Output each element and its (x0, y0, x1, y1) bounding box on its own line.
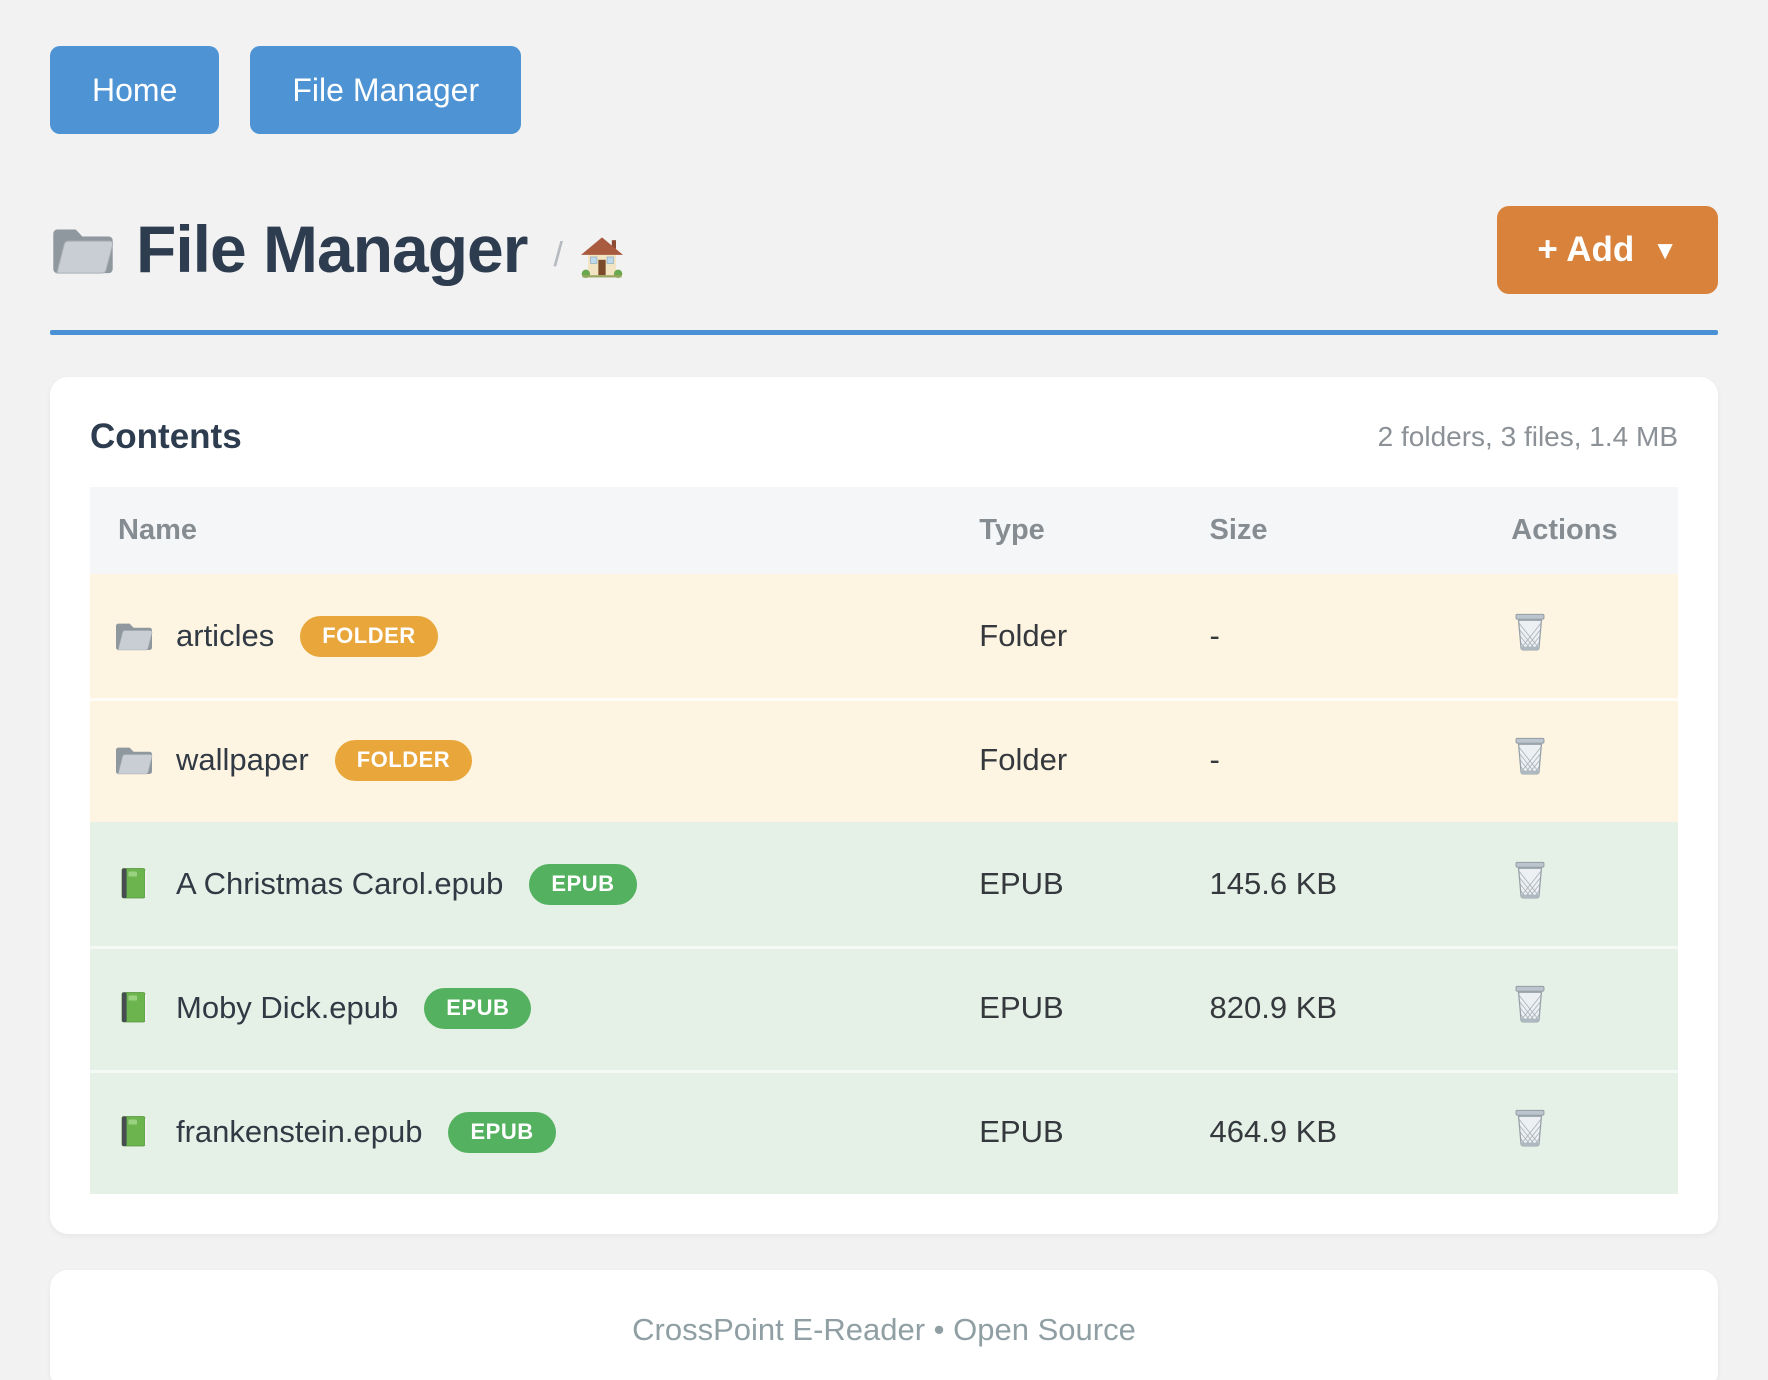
page: Home File Manager File Manager / + Add ▼… (0, 0, 1768, 1380)
contents-summary: 2 folders, 3 files, 1.4 MB (1378, 421, 1678, 453)
folder-icon (114, 743, 154, 777)
contents-card: Contents 2 folders, 3 files, 1.4 MB Name… (50, 377, 1718, 1234)
files-table-header: Name Type Size Actions (90, 487, 1678, 574)
book-icon (114, 867, 154, 901)
footer-text: CrossPoint E-Reader • Open Source (632, 1312, 1136, 1348)
trash-icon (1511, 612, 1549, 652)
chevron-down-icon: ▼ (1652, 235, 1678, 266)
accent-divider (50, 330, 1718, 335)
column-header-type: Type (979, 487, 1209, 574)
delete-button[interactable] (1511, 1108, 1549, 1148)
type-cell: Folder (979, 574, 1209, 698)
files-table-body: articles FOLDER Folder - wallpaper FOLDE… (90, 574, 1678, 1194)
file-manager-button[interactable]: File Manager (250, 46, 521, 134)
item-name[interactable]: articles (176, 618, 274, 654)
table-row: Moby Dick.epub EPUB EPUB 820.9 KB (90, 946, 1678, 1070)
contents-heading: Contents (90, 417, 242, 457)
trash-icon (1511, 860, 1549, 900)
breadcrumb-separator: / (553, 236, 562, 275)
trash-icon (1511, 736, 1549, 776)
size-cell: 145.6 KB (1210, 822, 1512, 946)
type-badge: EPUB (424, 988, 531, 1029)
type-cell: EPUB (979, 1070, 1209, 1194)
footer-card: CrossPoint E-Reader • Open Source (50, 1270, 1718, 1380)
table-row: A Christmas Carol.epub EPUB EPUB 145.6 K… (90, 822, 1678, 946)
files-table: Name Type Size Actions articles FOLDER F… (90, 487, 1678, 1194)
type-cell: EPUB (979, 822, 1209, 946)
type-cell: Folder (979, 698, 1209, 822)
size-cell: 820.9 KB (1210, 946, 1512, 1070)
add-button-label: + Add (1537, 230, 1634, 270)
table-row: articles FOLDER Folder - (90, 574, 1678, 698)
home-button[interactable]: Home (50, 46, 219, 134)
column-header-actions: Actions (1511, 487, 1678, 574)
delete-button[interactable] (1511, 860, 1549, 900)
add-button[interactable]: + Add ▼ (1497, 206, 1718, 294)
column-header-name: Name (90, 487, 979, 574)
item-name[interactable]: frankenstein.epub (176, 1114, 422, 1150)
table-row: wallpaper FOLDER Folder - (90, 698, 1678, 822)
size-cell: 464.9 KB (1210, 1070, 1512, 1194)
type-cell: EPUB (979, 946, 1209, 1070)
size-cell: - (1210, 574, 1512, 698)
house-icon[interactable] (579, 236, 625, 278)
book-icon (114, 991, 154, 1025)
book-icon (114, 1115, 154, 1149)
contents-card-header: Contents 2 folders, 3 files, 1.4 MB (90, 417, 1678, 457)
type-badge: EPUB (529, 864, 636, 905)
folder-icon (50, 222, 116, 278)
folder-icon (114, 619, 154, 653)
size-cell: - (1210, 698, 1512, 822)
column-header-size: Size (1210, 487, 1512, 574)
delete-button[interactable] (1511, 612, 1549, 652)
top-nav: Home File Manager (50, 46, 1718, 134)
delete-button[interactable] (1511, 984, 1549, 1024)
type-badge: FOLDER (335, 740, 472, 781)
type-badge: EPUB (448, 1112, 555, 1153)
page-title: File Manager (136, 207, 527, 293)
item-name[interactable]: wallpaper (176, 742, 309, 778)
item-name[interactable]: Moby Dick.epub (176, 990, 398, 1026)
title-row: File Manager / + Add ▼ (50, 206, 1718, 294)
trash-icon (1511, 1108, 1549, 1148)
table-row: frankenstein.epub EPUB EPUB 464.9 KB (90, 1070, 1678, 1194)
trash-icon (1511, 984, 1549, 1024)
type-badge: FOLDER (300, 616, 437, 657)
item-name[interactable]: A Christmas Carol.epub (176, 866, 503, 902)
delete-button[interactable] (1511, 736, 1549, 776)
